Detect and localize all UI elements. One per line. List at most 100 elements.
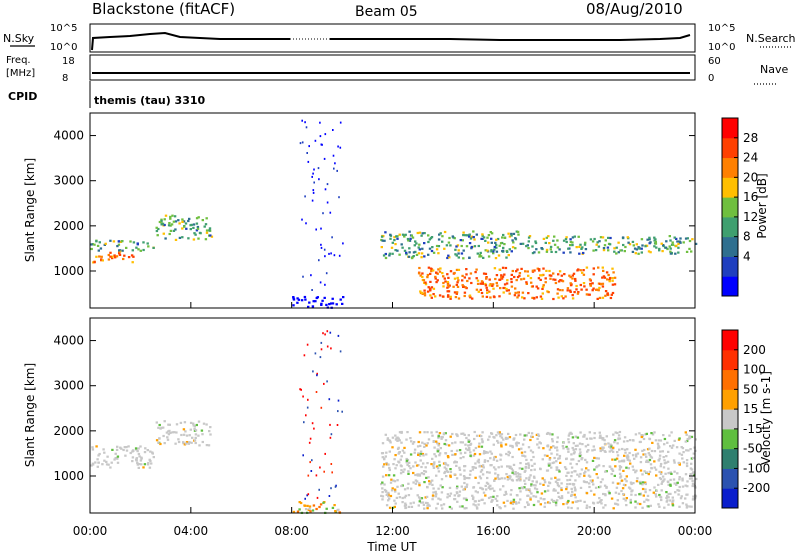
- data-cell: [449, 244, 452, 247]
- data-cell: [611, 267, 614, 270]
- y-tick-label: 3000: [53, 379, 84, 393]
- colorbar-swatch: [722, 276, 738, 297]
- data-cell: [334, 510, 337, 513]
- data-cell: [416, 445, 420, 448]
- data-cell: [544, 281, 547, 284]
- data-cell: [654, 439, 658, 442]
- data-cell: [491, 283, 495, 286]
- data-cell: [184, 442, 188, 445]
- data-cell: [604, 494, 607, 497]
- data-cell: [441, 235, 444, 238]
- data-cell: [662, 456, 665, 459]
- data-cell: [160, 218, 163, 221]
- data-cell: [598, 286, 601, 289]
- data-cell: [610, 449, 613, 452]
- data-cell: [423, 507, 426, 510]
- data-cell: [484, 284, 488, 287]
- data-cell: [423, 445, 426, 448]
- colorbar-swatch: [722, 330, 738, 351]
- data-cell: [550, 250, 553, 253]
- data-cell: [136, 461, 139, 464]
- data-cell: [469, 451, 472, 454]
- data-cell: [413, 448, 417, 451]
- data-cell: [502, 485, 505, 488]
- colorbar-tick-label: 50: [743, 382, 758, 396]
- data-cell: [423, 294, 427, 297]
- data-cell: [463, 481, 466, 485]
- data-cell: [449, 295, 452, 298]
- data-cell: [341, 302, 344, 305]
- data-cell: [389, 441, 392, 444]
- data-cell: [625, 504, 628, 507]
- data-cell: [579, 283, 582, 287]
- data-cell: [390, 478, 393, 481]
- data-cell: [425, 501, 428, 504]
- data-cell: [516, 475, 520, 478]
- data-cell: [494, 472, 497, 475]
- data-cell: [523, 479, 526, 482]
- data-cell: [565, 502, 568, 505]
- colorbar-swatch: [722, 468, 738, 489]
- data-cell: [571, 277, 574, 280]
- data-cell: [561, 280, 565, 283]
- data-cell: [457, 297, 461, 300]
- data-cell: [557, 273, 560, 276]
- data-cell: [400, 441, 403, 444]
- data-cell: [304, 121, 306, 124]
- data-cell: [686, 485, 689, 488]
- data-cell: [321, 299, 324, 302]
- data-cell: [428, 480, 431, 483]
- data-cell: [584, 470, 587, 473]
- data-cell: [400, 484, 403, 488]
- data-cell: [622, 493, 625, 496]
- data-cell: [622, 243, 625, 247]
- data-cell: [573, 470, 576, 473]
- data-cell: [607, 490, 611, 493]
- data-cell: [114, 457, 117, 460]
- data-cell: [543, 481, 547, 484]
- data-cell: [485, 286, 488, 289]
- data-cell: [464, 234, 467, 237]
- data-cell: [643, 448, 646, 452]
- nsky-series-2: [330, 34, 691, 41]
- data-cell: [462, 249, 465, 252]
- data-cell: [653, 460, 656, 463]
- data-cell: [500, 433, 504, 436]
- data-cell: [679, 241, 682, 244]
- data-cell: [502, 286, 505, 290]
- data-cell: [601, 448, 604, 452]
- data-cell: [398, 233, 401, 236]
- data-cell: [404, 502, 407, 505]
- data-cell: [542, 267, 545, 270]
- data-cell: [507, 254, 510, 257]
- data-cell: [570, 471, 574, 474]
- colorbar-tick-label: -100: [743, 461, 770, 475]
- data-cell: [644, 481, 647, 484]
- data-cell: [521, 487, 524, 490]
- data-cell: [443, 277, 446, 280]
- data-cell: [562, 447, 565, 450]
- data-cell: [423, 255, 426, 258]
- data-cell: [545, 236, 548, 239]
- data-cell: [302, 275, 304, 278]
- data-cell: [143, 463, 147, 466]
- data-cell: [169, 431, 172, 434]
- data-cell: [480, 487, 484, 490]
- data-cell: [472, 454, 476, 457]
- data-cell: [530, 469, 533, 472]
- data-cell: [445, 469, 449, 472]
- data-cell: [341, 410, 343, 413]
- data-cell: [471, 497, 475, 501]
- data-cell: [441, 436, 444, 439]
- data-cell: [576, 507, 579, 510]
- data-cell: [204, 238, 208, 241]
- data-cell: [687, 449, 690, 452]
- data-cell: [304, 497, 306, 500]
- data-cell: [301, 218, 303, 221]
- data-cell: [548, 457, 552, 460]
- data-cell: [137, 248, 140, 251]
- data-cell: [522, 277, 526, 280]
- data-cell: [547, 462, 550, 465]
